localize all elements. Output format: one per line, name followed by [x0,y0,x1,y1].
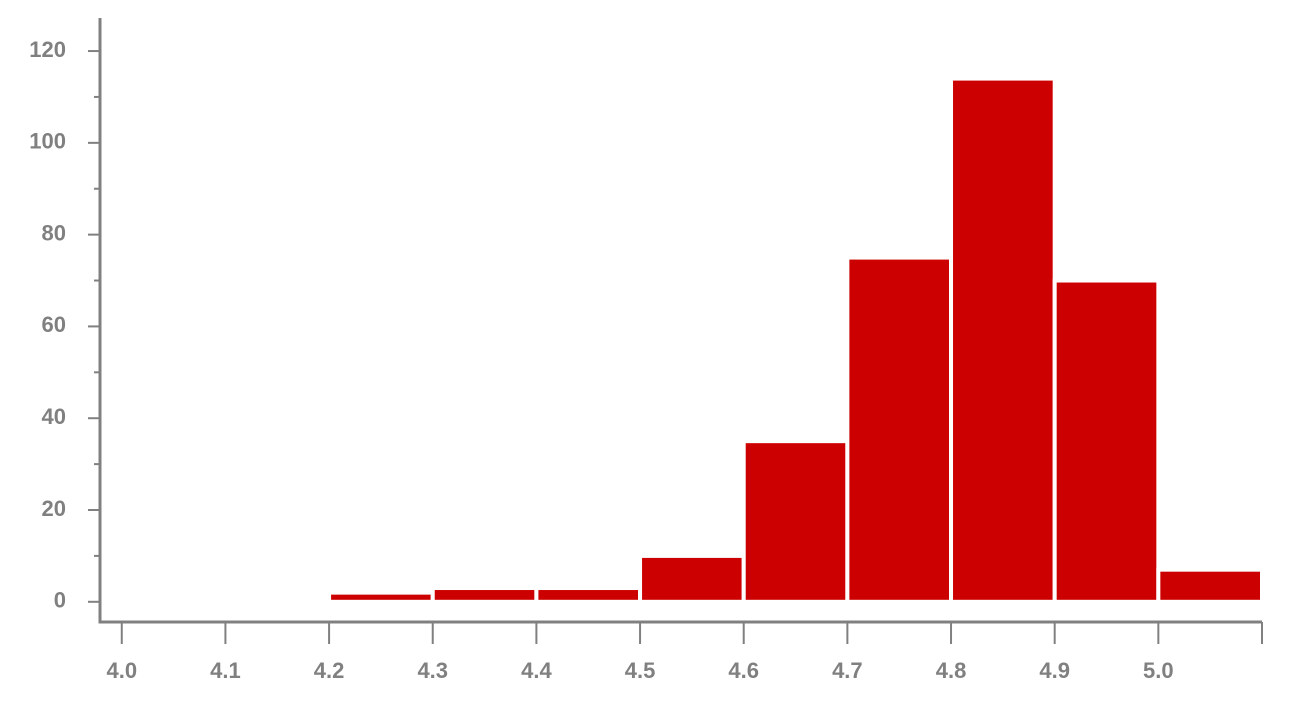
bar [1156,567,1264,604]
y-tick-label: 60 [42,312,66,337]
x-tick-label: 5.0 [1143,658,1174,683]
bar [845,255,954,604]
x-tick-label: 4.4 [521,658,552,683]
y-tick-label: 120 [29,37,66,62]
y-tick-label: 80 [42,220,66,245]
x-tick-label: 4.6 [728,658,759,683]
y-tick-label: 20 [42,496,66,521]
x-tick-label: 4.7 [832,658,863,683]
bar [949,76,1057,604]
bar [1052,278,1161,604]
y-tick-label: 100 [29,129,66,154]
bar [534,586,643,604]
bar [638,553,746,604]
x-tick-label: 4.1 [210,658,241,683]
bar [327,590,435,604]
x-tick-label: 4.0 [106,658,137,683]
bar [430,586,539,604]
bar [741,439,850,604]
x-tick-label: 4.2 [314,658,345,683]
x-tick-label: 4.8 [936,658,967,683]
y-tick-label: 0 [54,588,66,613]
x-tick-label: 4.5 [625,658,656,683]
y-tick-label: 40 [42,404,66,429]
x-tick-label: 4.3 [417,658,448,683]
x-tick-label: 4.9 [1039,658,1070,683]
